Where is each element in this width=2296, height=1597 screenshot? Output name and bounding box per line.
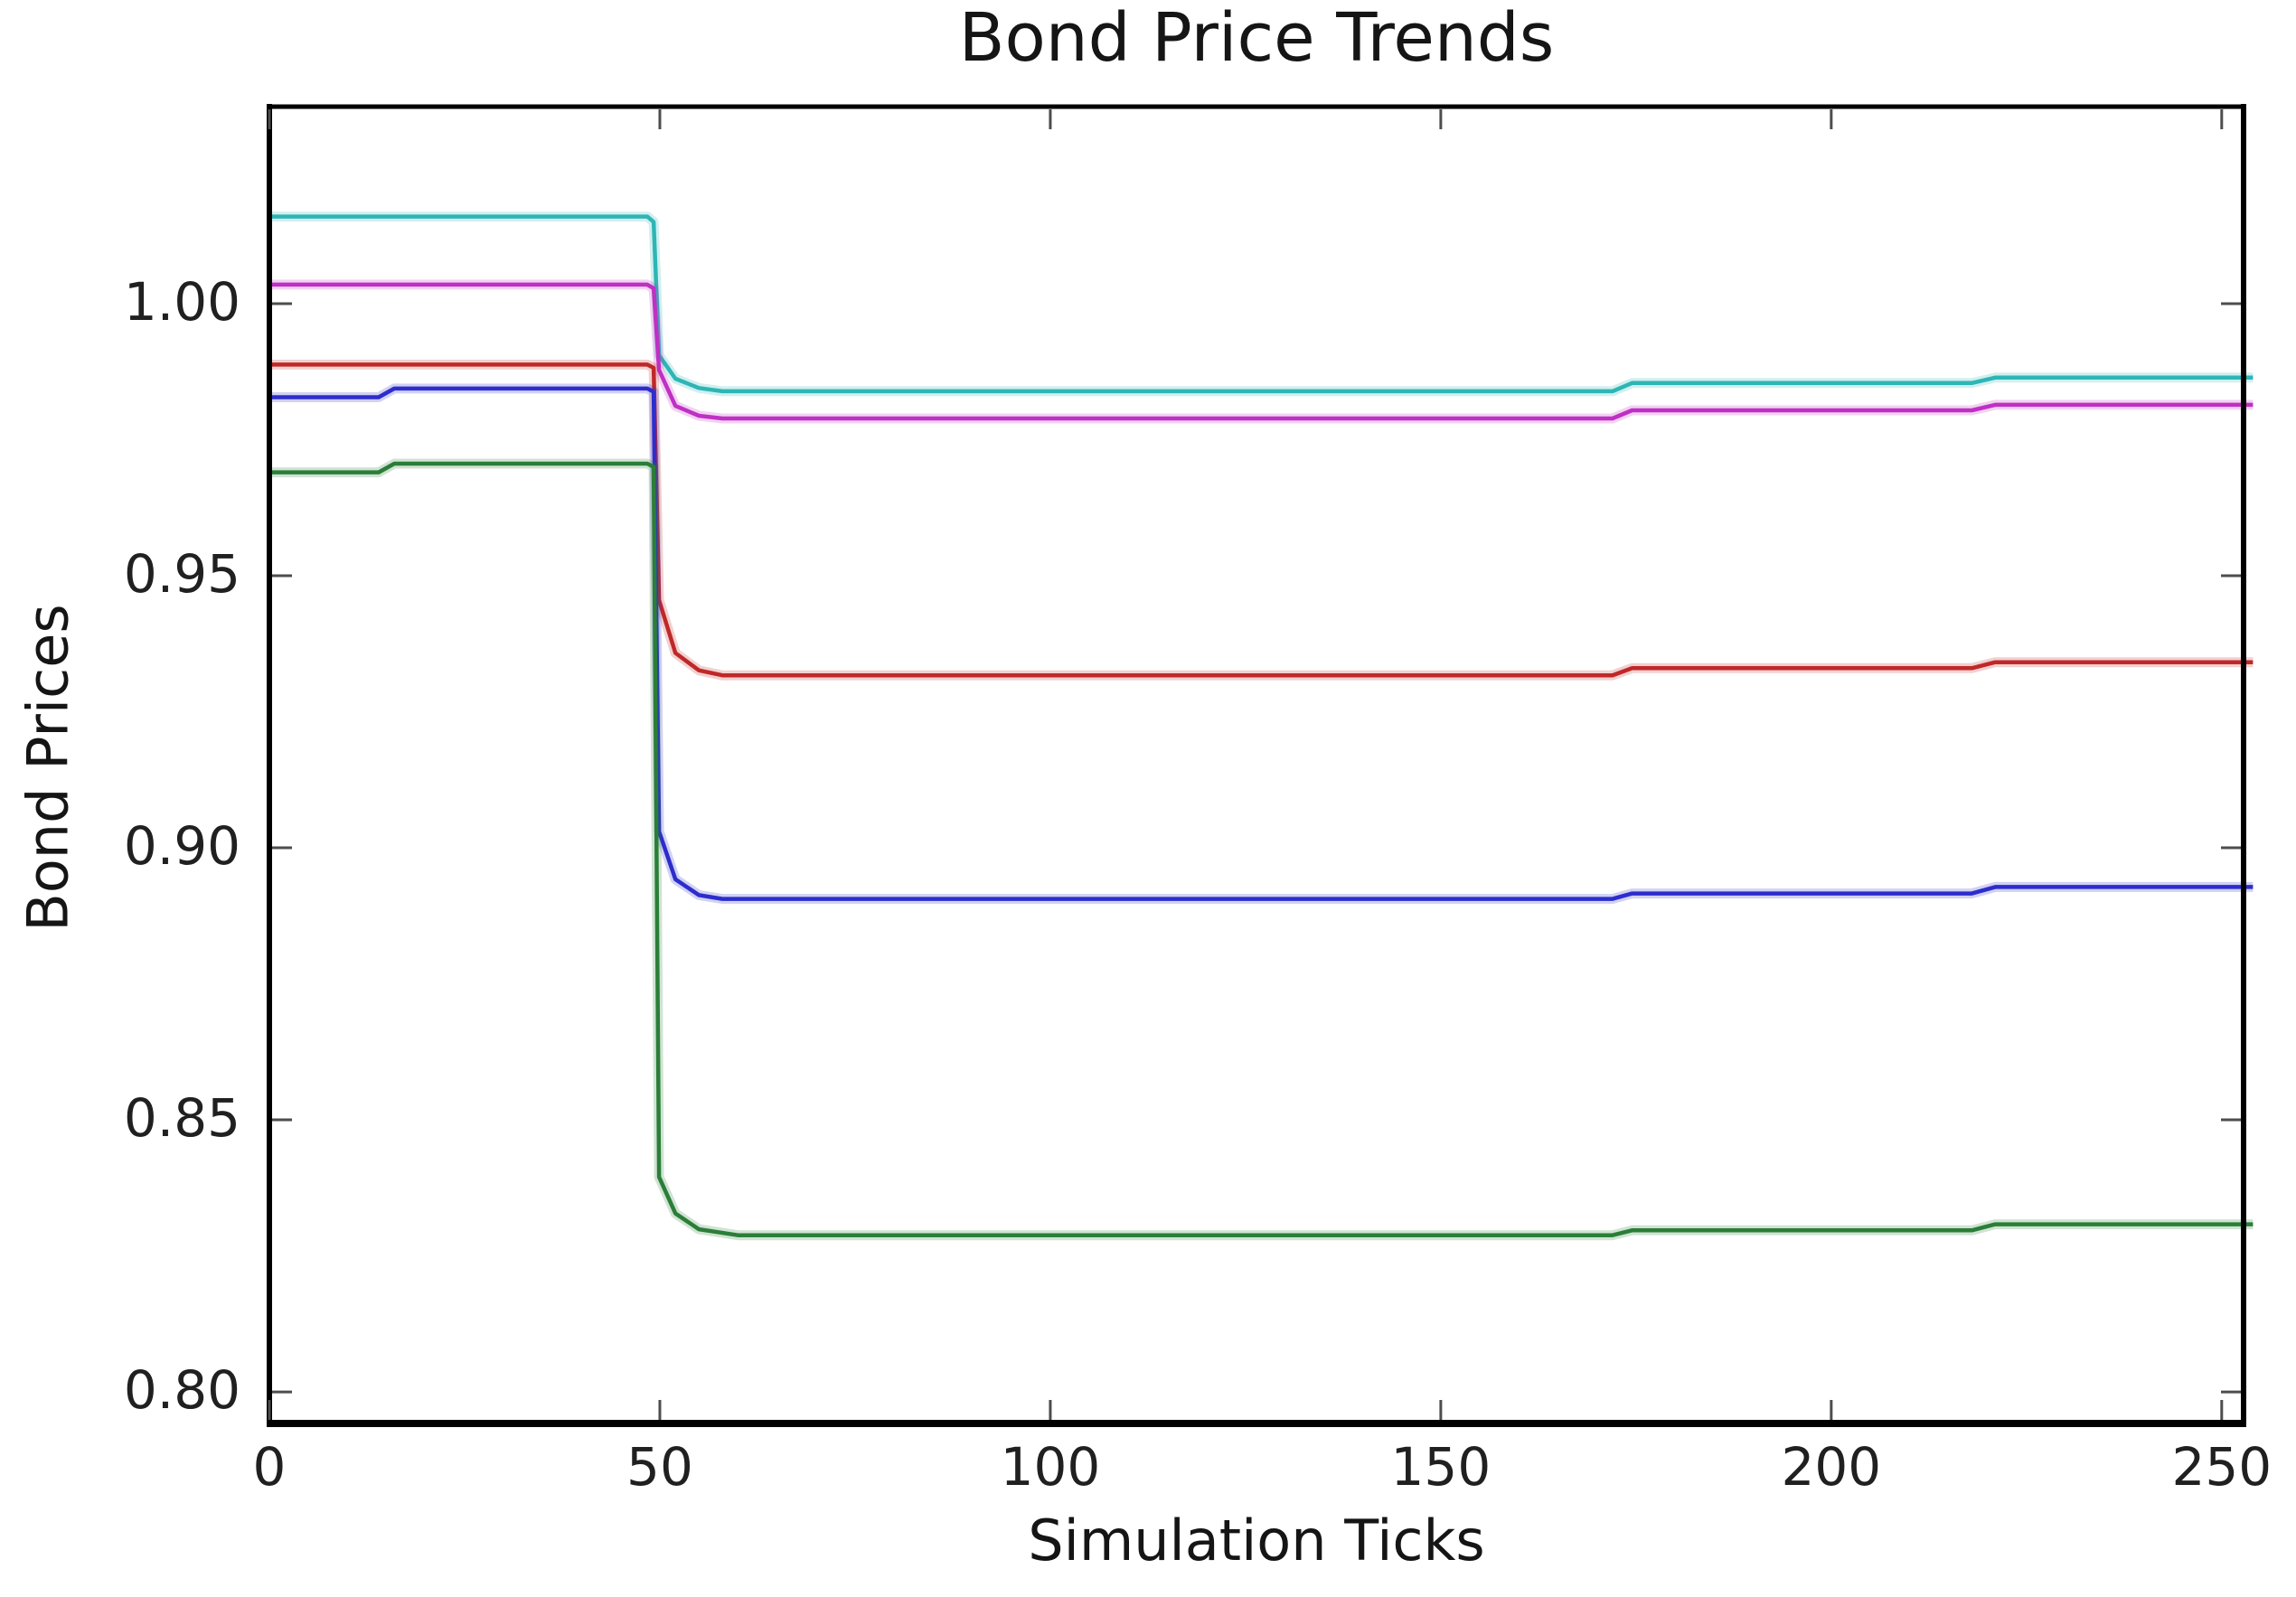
line-bond-cyan bbox=[269, 214, 2254, 394]
line-bond-blue bbox=[269, 386, 2254, 901]
y-tick-label: 0.95 bbox=[123, 542, 240, 605]
y-tick-label: 0.80 bbox=[123, 1359, 240, 1422]
axes-ticks bbox=[268, 109, 2241, 1420]
line-halo-bond-magenta bbox=[269, 279, 2254, 424]
line-bond-green bbox=[269, 461, 2254, 1237]
y-tick-label: 0.85 bbox=[123, 1087, 240, 1150]
line-bond-red bbox=[269, 362, 2254, 678]
x-tick-label: 200 bbox=[1781, 1436, 1882, 1498]
x-axis-label: Simulation Ticks bbox=[1028, 1508, 1485, 1574]
line-bond-magenta bbox=[269, 282, 2254, 421]
x-tick-label: 0 bbox=[252, 1436, 287, 1498]
plot-title: Bond Price Trends bbox=[958, 0, 1555, 77]
y-tick-label: 1.00 bbox=[123, 270, 240, 333]
y-tick-label: 0.90 bbox=[123, 815, 240, 877]
x-tick-label: 250 bbox=[2171, 1436, 2272, 1498]
series-lines bbox=[269, 211, 2254, 1241]
x-tick-label: 150 bbox=[1390, 1436, 1491, 1498]
x-tick-label: 100 bbox=[1000, 1436, 1101, 1498]
axes-spines bbox=[267, 104, 2246, 1427]
line-halo-bond-green bbox=[269, 458, 2254, 1241]
x-tick-label: 50 bbox=[626, 1436, 693, 1498]
